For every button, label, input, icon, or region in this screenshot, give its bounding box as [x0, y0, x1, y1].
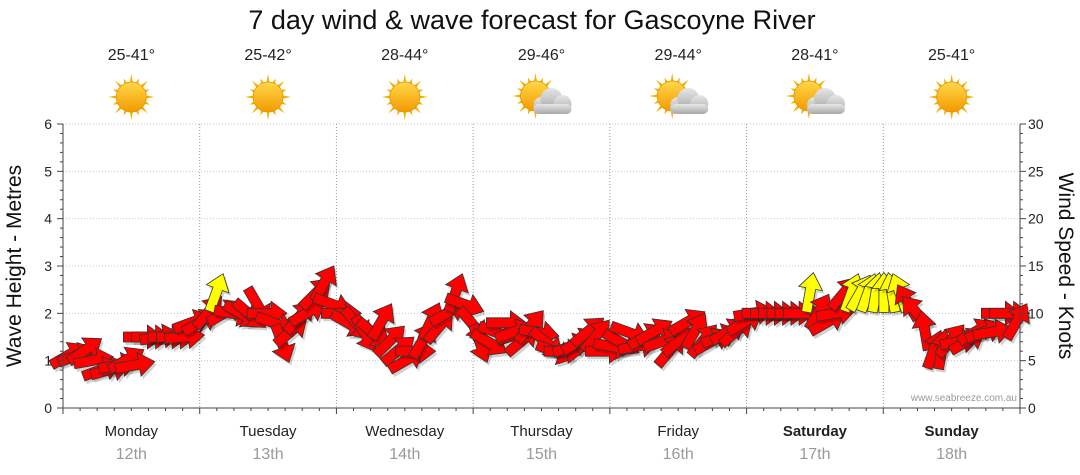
left-tick-label: 3: [44, 258, 52, 274]
sun-icon: [108, 74, 155, 120]
right-tick-label: 0: [1028, 400, 1036, 416]
sun-cloud-icon: [512, 73, 572, 119]
left-tick-label: 0: [44, 400, 52, 416]
daily-weather-header: 25-41° 25-42° 28-44° 29-46° 29-44° 28-41° 25-4…: [108, 47, 975, 120]
right-axis-ticks: 0 5 10 15 20 25 30: [1028, 116, 1044, 416]
cloud-shape: [533, 88, 572, 114]
day-name-label: Sunday: [925, 423, 980, 440]
day-name-label: Saturday: [783, 423, 848, 440]
right-axis-label: Wind Speed - Knots: [1054, 173, 1077, 360]
left-axis-ticks: 0 1 2 3 4 5 6: [44, 116, 52, 416]
day-date-label: 16th: [663, 446, 694, 463]
sun-rays: [381, 74, 428, 120]
sun-cloud-icon: [649, 73, 709, 119]
day-labels: Monday 12th Tuesday 13th Wednesday 14th Thursd…: [105, 423, 980, 463]
day-name-label: Monday: [105, 423, 159, 440]
sun-rays: [108, 74, 155, 120]
day-date-label: 15th: [526, 446, 557, 463]
temperature-range: 25-41°: [928, 47, 975, 64]
sun-rays: [928, 74, 975, 120]
sun-icon: [928, 74, 975, 120]
sun-icon: [381, 74, 428, 120]
wind-arrow: [797, 272, 824, 314]
temperature-range: 25-41°: [108, 47, 155, 64]
left-axis-label: Wave Height - Metres: [3, 165, 26, 367]
gridlines: [63, 123, 1020, 408]
left-tick-label: 4: [44, 211, 52, 227]
cloud-shape: [806, 88, 845, 114]
left-tick-label: 2: [44, 305, 52, 321]
sun-icon: [245, 74, 292, 120]
temperature-range: 25-42°: [244, 47, 291, 64]
temperature-range: 28-41°: [791, 47, 838, 64]
sun-rays: [245, 74, 292, 120]
right-tick-label: 5: [1028, 353, 1036, 369]
chart-title: 7 day wind & wave forecast for Gascoyne …: [248, 5, 815, 35]
day-date-label: 18th: [936, 446, 967, 463]
cloud-shape: [670, 88, 709, 114]
right-tick-label: 15: [1028, 258, 1044, 274]
right-tick-label: 30: [1028, 116, 1044, 132]
right-tick-label: 10: [1028, 305, 1044, 321]
temperature-range: 29-44°: [655, 47, 702, 64]
sun-cloud-icon: [785, 73, 845, 119]
day-name-label: Tuesday: [240, 423, 297, 440]
wind-arrow: [204, 273, 230, 314]
day-date-label: 13th: [253, 446, 284, 463]
day-name-label: Thursday: [510, 423, 573, 440]
day-date-label: 14th: [389, 446, 420, 463]
day-name-label: Wednesday: [365, 423, 444, 440]
right-tick-label: 25: [1028, 163, 1044, 179]
watermark: www.seabreeze.com.au: [910, 393, 1017, 404]
left-tick-label: 5: [44, 163, 52, 179]
day-date-label: 12th: [116, 446, 147, 463]
wind-arrow-series: [48, 265, 1032, 384]
axes: [57, 123, 1026, 414]
wind-arrow: [114, 351, 156, 378]
left-tick-label: 1: [44, 353, 52, 369]
left-tick-label: 6: [44, 116, 52, 132]
day-date-label: 17th: [799, 446, 830, 463]
temperature-range: 29-46°: [518, 47, 565, 64]
right-tick-label: 20: [1028, 211, 1044, 227]
temperature-range: 28-44°: [381, 47, 428, 64]
wind-arrow: [972, 318, 1014, 344]
wind-arrow: [366, 303, 395, 342]
day-name-label: Friday: [657, 423, 699, 440]
